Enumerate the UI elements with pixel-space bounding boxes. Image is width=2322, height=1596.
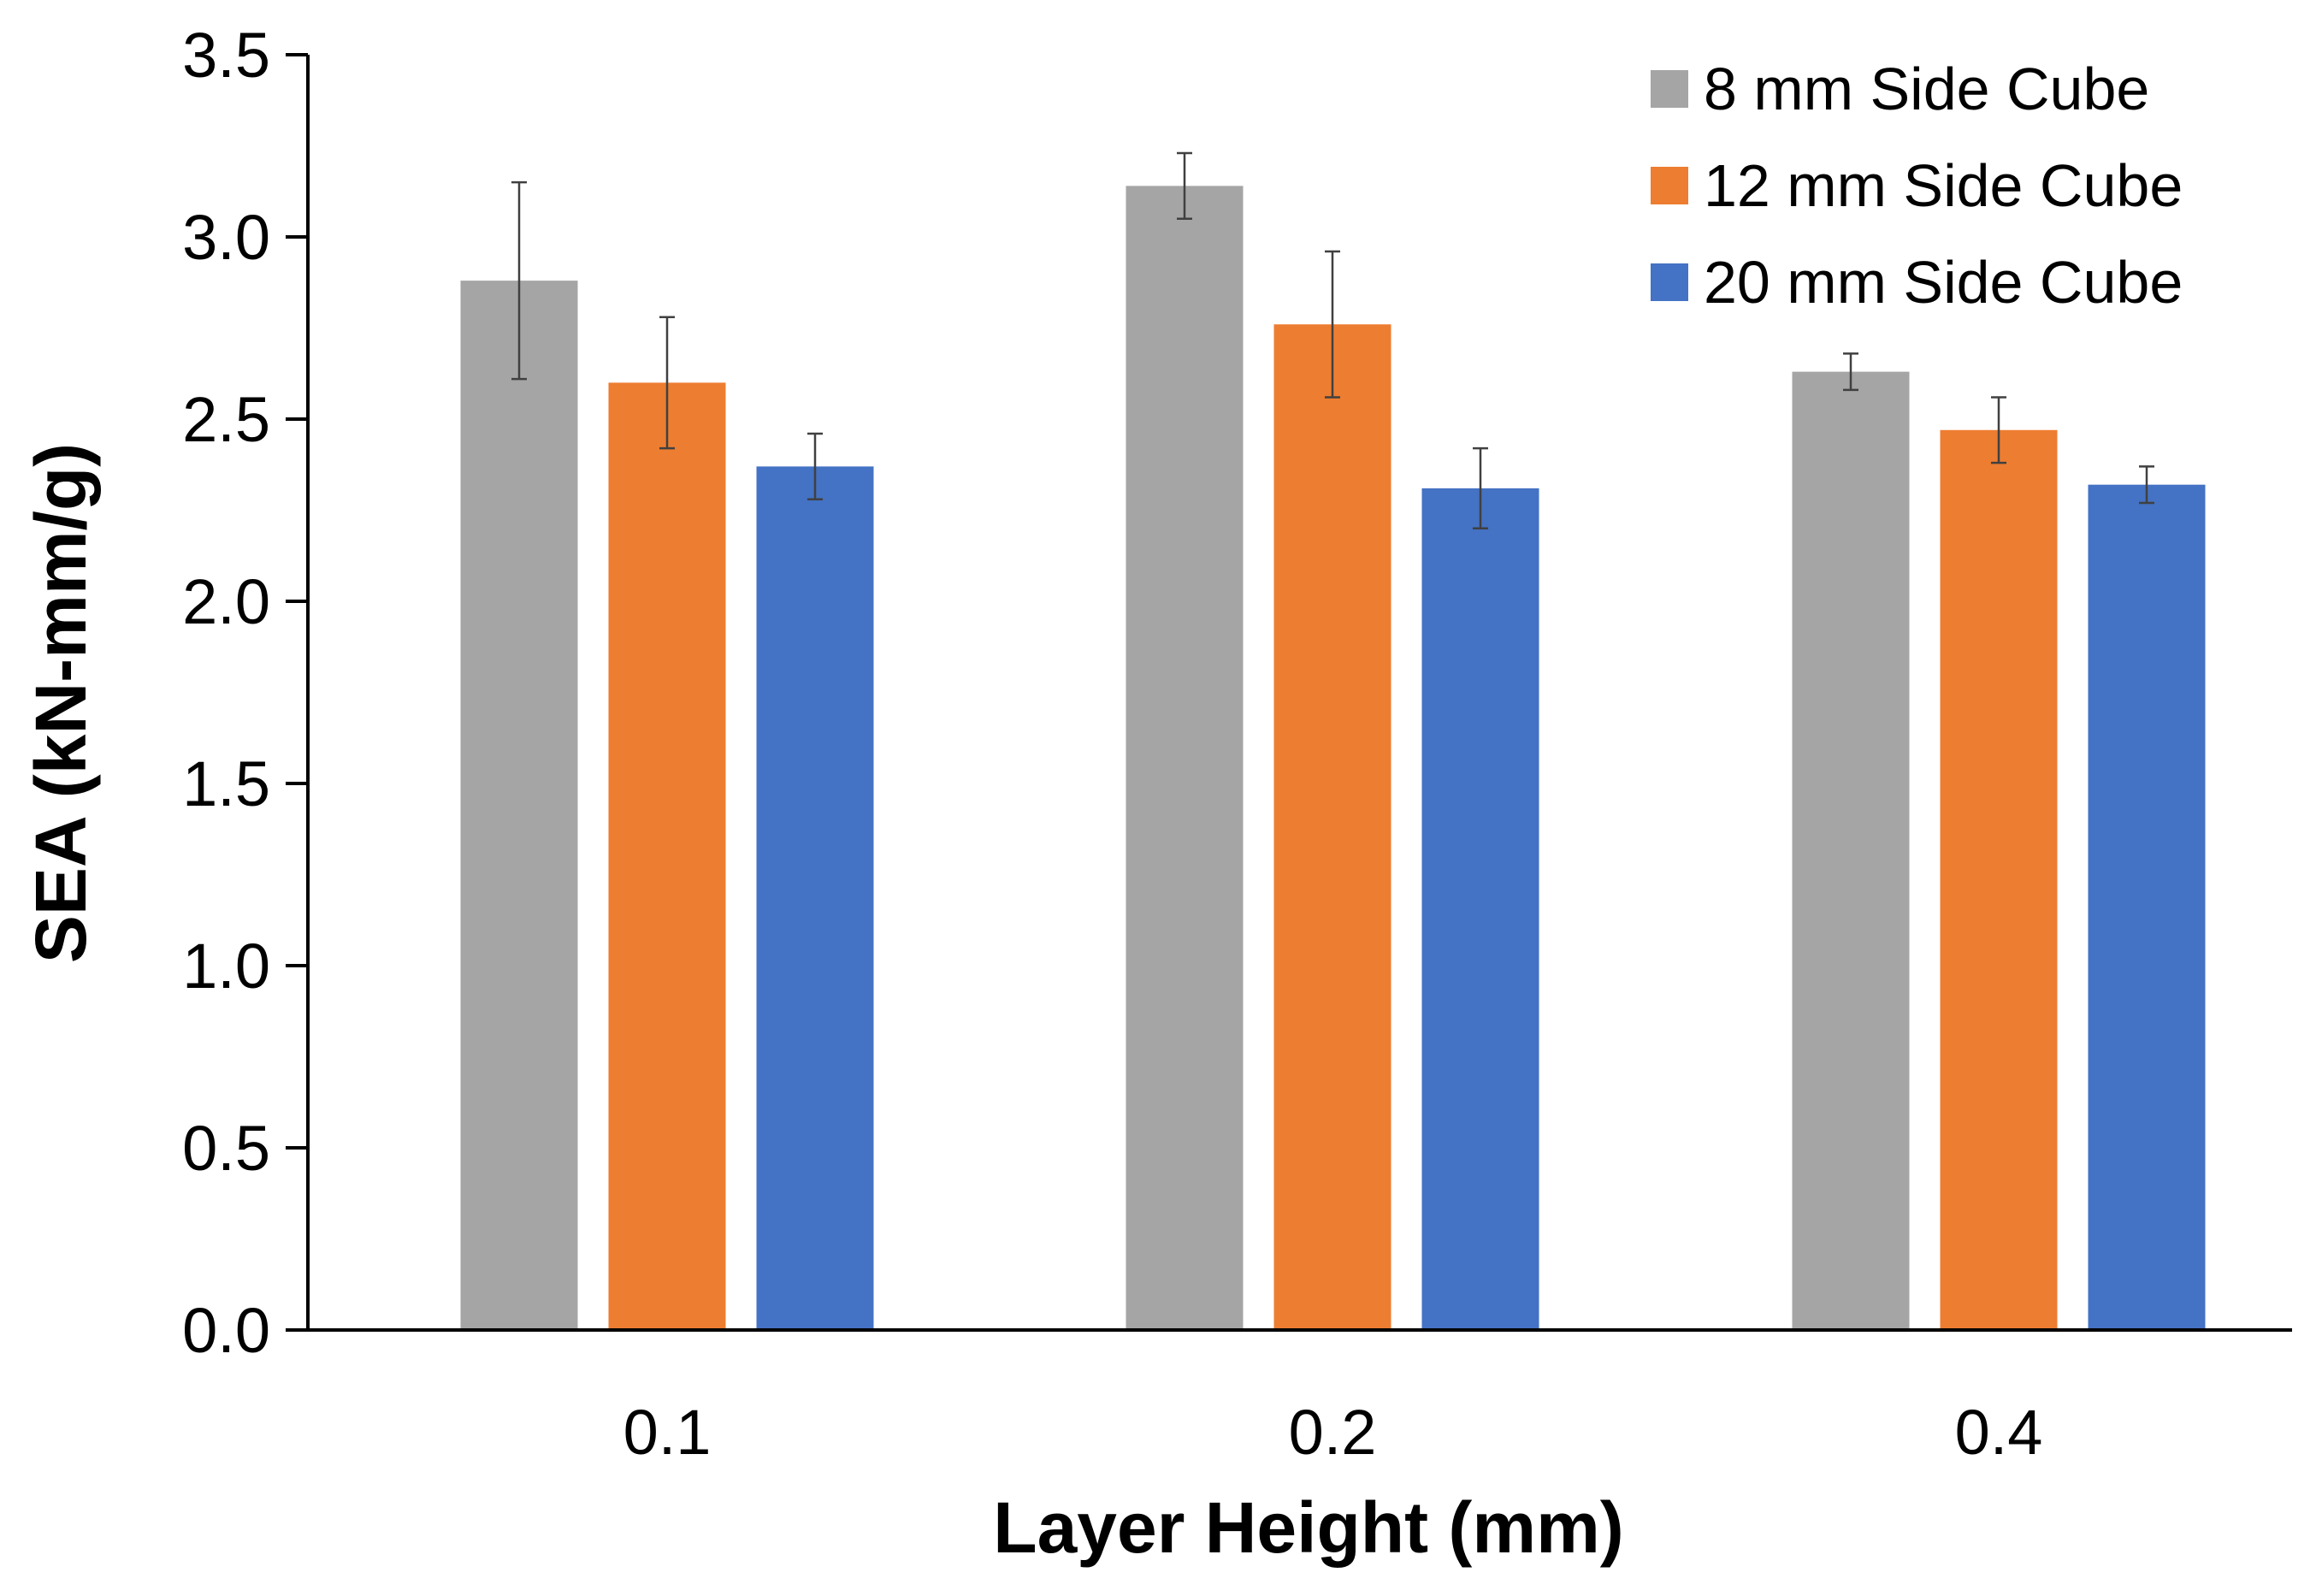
y-tick-label: 1.0	[182, 931, 270, 1002]
legend-item-2: 12 mm Side Cube	[1651, 152, 2183, 219]
bar-3-0.2	[1421, 488, 1539, 1330]
x-tick-label-0.4: 0.4	[1955, 1397, 2043, 1468]
legend-label: 20 mm Side Cube	[1704, 249, 2183, 316]
bar-1-0.4	[1792, 371, 1910, 1330]
legend-swatch	[1651, 263, 1688, 301]
x-axis-title: Layer Height (mm)	[993, 1487, 1623, 1568]
y-tick-label: 3.0	[182, 202, 270, 273]
bar-2-0.1	[608, 382, 726, 1330]
legend-swatch	[1651, 167, 1688, 204]
y-tick-label: 1.5	[182, 748, 270, 819]
y-tick-label: 3.5	[182, 20, 270, 91]
error-bar-2-0.4	[1991, 396, 2006, 464]
error-bar-3-0.4	[2139, 465, 2154, 505]
error-bar-2-0.2	[1325, 250, 1340, 399]
bar-2-0.2	[1273, 324, 1391, 1330]
error-bar-1-0.2	[1177, 151, 1192, 220]
bar-2-0.4	[1940, 429, 2058, 1330]
error-bar-1-0.1	[511, 180, 527, 381]
legend-label: 8 mm Side Cube	[1704, 56, 2149, 122]
y-tick-label: 0.5	[182, 1113, 270, 1184]
bar-3-0.1	[756, 466, 874, 1330]
error-bar-2-0.1	[659, 316, 675, 450]
legend-label: 12 mm Side Cube	[1704, 152, 2183, 219]
bar-3-0.4	[2088, 484, 2206, 1330]
y-tick-label: 2.5	[182, 384, 270, 455]
error-bars-layer	[511, 151, 2154, 530]
legend-item-3: 20 mm Side Cube	[1651, 249, 2183, 316]
error-bar-3-0.1	[807, 432, 823, 500]
bar-1-0.1	[460, 281, 578, 1330]
y-tick-label: 2.0	[182, 566, 270, 637]
x-tick-label-0.1: 0.1	[623, 1397, 712, 1468]
legend-swatch	[1651, 70, 1688, 108]
error-bar-1-0.4	[1843, 352, 1858, 392]
y-tick-label: 0.0	[182, 1295, 270, 1366]
x-tick-label-0.2: 0.2	[1289, 1397, 1377, 1468]
y-axis-title: SEA (kN-mm/g)	[21, 443, 101, 963]
bar-1-0.2	[1126, 186, 1244, 1331]
bars-layer	[460, 186, 2206, 1331]
legend-item-1: 8 mm Side Cube	[1651, 56, 2149, 122]
legend: 8 mm Side Cube 12 mm Side Cube 20 mm Side …	[1651, 56, 2183, 316]
error-bar-3-0.2	[1473, 446, 1488, 530]
axes-layer: 0.0 0.5 1.0 1.5 2.0 2.5 3.0 3.5 0.1 0.2 0.4	[182, 20, 2292, 1468]
